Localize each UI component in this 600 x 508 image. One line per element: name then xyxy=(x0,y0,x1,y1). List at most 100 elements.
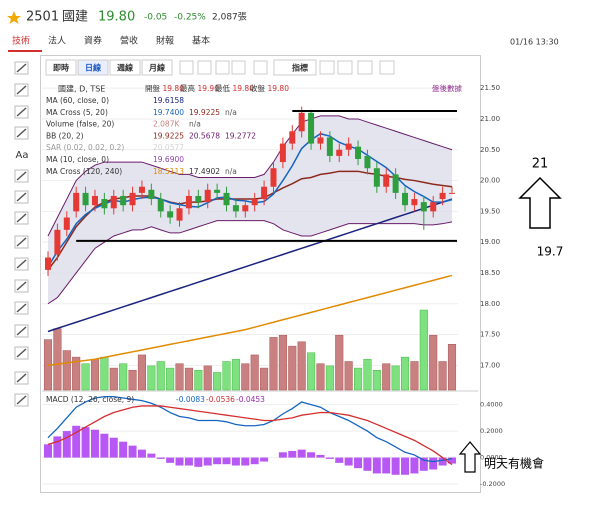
tool-glyph xyxy=(16,348,27,358)
volume-bar xyxy=(269,337,278,391)
tool-glyph xyxy=(16,128,27,138)
macd-histogram-bar xyxy=(90,429,99,458)
tool-glyph xyxy=(16,107,27,117)
toolbar-button-label[interactable]: 月線 xyxy=(148,63,165,73)
ohlc-legend: 開盤 xyxy=(145,83,160,93)
favorite-star[interactable] xyxy=(7,11,21,24)
macd-histogram-bar xyxy=(156,457,165,459)
ohlc-legend: 19.80 xyxy=(268,84,290,93)
tool-glyph xyxy=(16,395,27,405)
toolbar-icon[interactable] xyxy=(197,60,212,75)
toolbar-button[interactable] xyxy=(45,59,77,76)
indicator-value: 17.4902 xyxy=(189,167,220,176)
toolbar-icon[interactable] xyxy=(179,60,194,75)
toolbar-icon[interactable] xyxy=(231,60,246,75)
macd-line xyxy=(47,405,453,466)
left-toolbar: Aa xyxy=(14,61,29,407)
macd-histogram-bar xyxy=(250,457,259,465)
toolbar-button-label[interactable]: 即時 xyxy=(53,63,69,73)
ohlc-legend: 19.90 xyxy=(198,84,220,93)
indicator-label: MA Cross (5, 20) xyxy=(46,108,108,117)
indicator-label: Volume (false, 20) xyxy=(46,120,114,129)
indicator-value: n/a xyxy=(225,167,237,176)
macd-histogram-bar xyxy=(100,433,109,458)
candle-body xyxy=(214,189,221,193)
tab[interactable]: 資券 xyxy=(84,35,102,47)
indicator-value: 19.2772 xyxy=(225,131,256,140)
tool-glyph xyxy=(16,237,27,247)
toolbar-button[interactable] xyxy=(77,59,109,76)
macd-value: -0.0453 xyxy=(236,395,265,404)
y-tick-label: 19.50 xyxy=(480,207,500,215)
y-tick-label: 18.50 xyxy=(480,269,500,277)
candle-body xyxy=(279,143,286,163)
macd-histogram-bar xyxy=(410,457,419,474)
toolbar-button[interactable] xyxy=(273,59,317,76)
tab[interactable]: 法人 xyxy=(48,35,66,47)
macd-histogram-bar xyxy=(184,457,193,466)
toolbar-icon[interactable] xyxy=(337,60,353,75)
volume-bar xyxy=(372,370,381,391)
toolbar-button[interactable] xyxy=(141,59,173,76)
tab[interactable]: 財報 xyxy=(156,35,174,47)
indicator-value: 19.6158 xyxy=(153,96,184,105)
macd-histogram-bar xyxy=(363,457,372,471)
tab[interactable]: 技術 xyxy=(12,35,30,47)
macd-histogram-bar xyxy=(128,445,137,458)
tab[interactable]: 基本 xyxy=(192,35,210,47)
volume-bar xyxy=(119,363,128,391)
volume-bar xyxy=(363,359,372,391)
toolbar-icon[interactable] xyxy=(253,60,268,75)
y-tick-label: 0.0000 xyxy=(480,454,503,462)
volume-bar xyxy=(400,356,410,391)
tab[interactable]: 營收 xyxy=(120,35,138,47)
volume-bar xyxy=(203,365,212,391)
candle-body xyxy=(439,192,446,200)
candle-body xyxy=(392,174,399,193)
toolbar-button-label[interactable]: 日線 xyxy=(85,63,101,73)
candle-body xyxy=(251,199,258,206)
candle-body xyxy=(204,189,211,203)
candle-body xyxy=(364,155,371,169)
chart-frame xyxy=(40,55,481,493)
toolbar-icon[interactable] xyxy=(379,60,395,75)
candle-body xyxy=(110,195,117,209)
volume-bar xyxy=(184,367,193,391)
macd-histogram-bar xyxy=(288,450,297,458)
bollinger-line xyxy=(47,220,453,305)
tool-glyph xyxy=(16,192,27,202)
volume-bar xyxy=(147,365,156,391)
stock-name: 國建 xyxy=(62,10,88,25)
volume-bar xyxy=(344,361,353,391)
indicator-label: MA Cross (120, 240) xyxy=(46,167,122,176)
toolbar-icon[interactable] xyxy=(319,60,335,75)
toolbar-button[interactable] xyxy=(109,59,141,76)
volume-bar xyxy=(194,370,203,391)
macd-histogram-bar xyxy=(137,449,146,458)
candle-body xyxy=(157,199,164,212)
volume-bar xyxy=(156,361,165,391)
candle-body xyxy=(167,211,174,218)
macd-histogram-bar xyxy=(260,457,269,462)
ohlc-legend: 收盤 xyxy=(250,83,265,93)
tool-glyph xyxy=(16,213,27,223)
candle-body xyxy=(373,168,380,187)
tool-text[interactable]: Aa xyxy=(16,150,29,161)
after-hours-link[interactable]: 盤後數據 xyxy=(432,83,462,93)
toolbar-icon[interactable] xyxy=(357,60,373,75)
toolbar-button-label[interactable]: 週線 xyxy=(117,63,133,73)
volume-bar xyxy=(72,356,81,391)
volume-bar xyxy=(90,359,100,391)
y-tick-label: 0.2000 xyxy=(480,427,503,435)
macd-value: -0.0536 xyxy=(206,395,235,404)
toolbar-button-label[interactable]: 指標 xyxy=(292,63,308,73)
candle-body xyxy=(232,205,239,212)
tool-glyph xyxy=(16,85,27,95)
macd-histogram-bar xyxy=(44,444,52,458)
volume-bar xyxy=(278,334,287,391)
candle-body xyxy=(449,192,455,194)
volume-bar xyxy=(231,359,240,391)
toolbar-icon[interactable] xyxy=(215,60,230,75)
indicator-value: 20.0577 xyxy=(153,143,184,152)
volume-bar xyxy=(241,363,250,391)
